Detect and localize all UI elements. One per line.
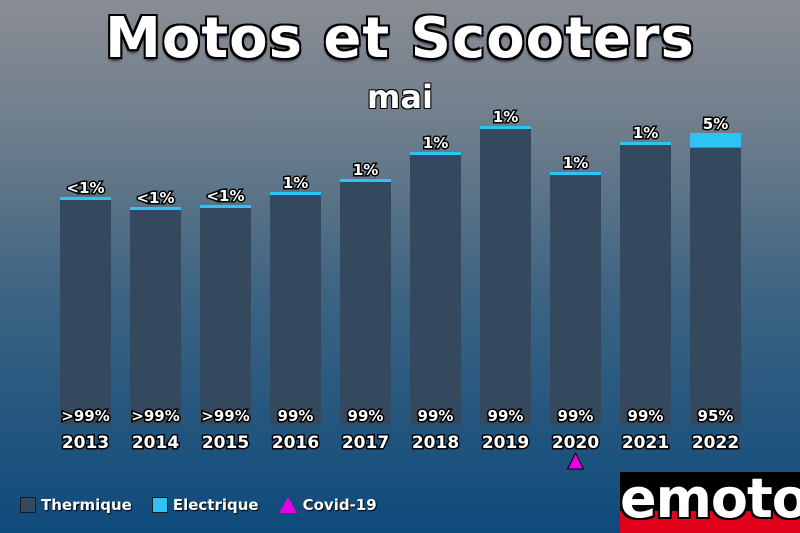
label-electrique-2018: 1% <box>423 134 448 152</box>
chart-title: Motos et Scooters <box>105 6 695 71</box>
x-tick-2016: 2016 <box>272 433 319 453</box>
bar-electrique-2013 <box>60 197 111 200</box>
label-electrique-2015: <1% <box>206 187 244 205</box>
label-thermique-2021: 99% <box>628 407 664 425</box>
label-thermique-2016: 99% <box>278 407 314 425</box>
bar-thermique-2022 <box>690 147 741 425</box>
x-tick-2018: 2018 <box>412 433 459 453</box>
marker-covid-2020 <box>566 451 585 470</box>
label-electrique-2022: 5% <box>703 115 728 133</box>
legend-label-electrique: Electrique <box>172 496 259 514</box>
label-electrique-2014: <1% <box>136 189 174 207</box>
label-electrique-2017: 1% <box>353 161 378 179</box>
logo-red-band <box>620 511 800 533</box>
legend-item-electrique: Electrique <box>151 496 259 514</box>
bar-thermique-2016 <box>270 195 321 425</box>
label-thermique-2019: 99% <box>488 407 524 425</box>
bar-thermique-2014 <box>130 210 181 425</box>
label-thermique-2022: 95% <box>698 407 734 425</box>
label-electrique-2020: 1% <box>563 154 588 172</box>
legend: Thermique Electrique Covid-19 <box>20 495 397 515</box>
bar-electrique-2020 <box>550 172 601 175</box>
x-tick-2014: 2014 <box>132 433 179 453</box>
x-tick-2021: 2021 <box>622 433 669 453</box>
label-thermique-2013: >99% <box>61 407 109 425</box>
emoto-logo: emoto <box>620 472 800 533</box>
legend-swatch-thermique <box>20 497 36 513</box>
label-electrique-2013: <1% <box>66 179 104 197</box>
x-tick-2020: 2020 <box>552 433 599 453</box>
bar-electrique-2018 <box>410 152 461 155</box>
bar-electrique-2014 <box>130 207 181 210</box>
bar-electrique-2016 <box>270 192 321 195</box>
bar-electrique-2017 <box>340 179 391 182</box>
label-electrique-2019: 1% <box>493 108 518 126</box>
legend-item-thermique: Thermique <box>20 496 132 514</box>
x-tick-2013: 2013 <box>62 433 109 453</box>
bar-electrique-2015 <box>200 205 251 208</box>
label-thermique-2015: >99% <box>201 407 249 425</box>
bar-thermique-2020 <box>550 175 601 425</box>
label-thermique-2020: 99% <box>558 407 594 425</box>
label-thermique-2017: 99% <box>348 407 384 425</box>
x-tick-2015: 2015 <box>202 433 249 453</box>
bar-electrique-2019 <box>480 126 531 129</box>
label-electrique-2016: 1% <box>283 174 308 192</box>
x-tick-2019: 2019 <box>482 433 529 453</box>
bar-thermique-2018 <box>410 155 461 425</box>
chart-subtitle: mai <box>367 78 433 116</box>
bar-thermique-2013 <box>60 200 111 425</box>
bar-electrique-2021 <box>620 142 671 145</box>
label-thermique-2018: 99% <box>418 407 454 425</box>
bar-electrique-2022 <box>690 133 741 148</box>
legend-swatch-electrique <box>151 497 168 513</box>
bar-thermique-2019 <box>480 129 531 425</box>
legend-item-covid: Covid-19 <box>278 496 377 514</box>
legend-label-covid: Covid-19 <box>302 496 377 514</box>
x-tick-2022: 2022 <box>692 433 739 453</box>
bar-thermique-2021 <box>620 145 671 425</box>
bar-thermique-2017 <box>340 182 391 425</box>
x-tick-2017: 2017 <box>342 433 389 453</box>
bar-thermique-2015 <box>200 208 251 425</box>
label-thermique-2014: >99% <box>131 407 179 425</box>
label-electrique-2021: 1% <box>633 124 658 142</box>
legend-label-thermique: Thermique <box>41 496 132 514</box>
covid-triangle-icon <box>278 497 297 513</box>
logo-text: emoto <box>620 472 800 530</box>
